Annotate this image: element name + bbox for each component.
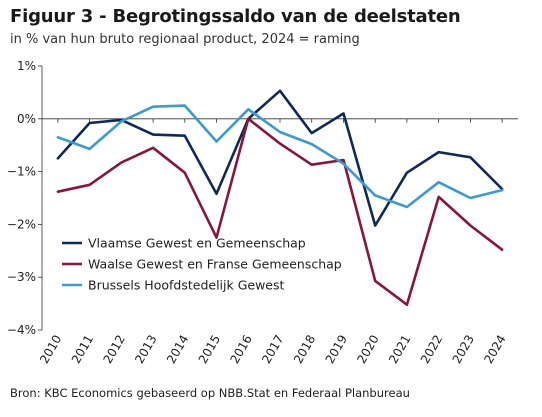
legend: Vlaamse Gewest en Gemeenschap Waalse Gewe…	[62, 236, 342, 293]
legend-label-2: Waalse Gewest en Franse Gemeenschap	[88, 257, 342, 272]
chart-title: Figuur 3 - Begrotingssaldo van de deelst…	[10, 6, 461, 27]
x-tick-label: 2012	[101, 333, 128, 366]
x-tick-label: 2014	[164, 333, 191, 366]
x-tick-label: 2011	[69, 333, 96, 366]
x-tick-label: 2021	[386, 333, 413, 366]
y-tick-label: 1%	[17, 59, 36, 73]
x-tick-label: 2016	[227, 333, 254, 366]
line-chart: 1% 0% −1% −2% −3% −4%2010 2011 2012 2013 2014 2015…	[7, 59, 518, 366]
series-line-2	[56, 117, 504, 307]
chart-subtitle: in % van hun bruto regionaal product, 20…	[10, 32, 360, 47]
x-tick-label: 2020	[354, 333, 381, 366]
y-tick-label: −3%	[7, 270, 36, 284]
x-tick-label: 2013	[132, 333, 159, 366]
series-line-3	[56, 104, 504, 209]
x-tick-label: 2010	[37, 333, 64, 366]
source-note: Bron: KBC Economics gebaseerd op NBB.Sta…	[10, 386, 410, 400]
x-tick-label: 2019	[323, 333, 350, 366]
x-tick-label: 2022	[418, 333, 445, 366]
y-tick-label: −1%	[7, 165, 36, 179]
x-tick-label: 2017	[259, 333, 286, 366]
y-tick-label: 0%	[17, 112, 36, 126]
y-tick-label: −4%	[7, 323, 36, 337]
series-lines	[56, 89, 504, 307]
x-tick-label: 2024	[481, 332, 508, 365]
x-tick-label: 2015	[196, 333, 223, 366]
legend-label-3: Brussels Hoofdstedelijk Gewest	[88, 278, 285, 293]
x-tick-label: 2018	[291, 333, 318, 366]
legend-label-1: Vlaamse Gewest en Gemeenschap	[88, 236, 306, 251]
y-tick-label: −2%	[7, 217, 36, 231]
x-tick-label: 2023	[450, 333, 477, 366]
series-line-1	[56, 89, 504, 227]
